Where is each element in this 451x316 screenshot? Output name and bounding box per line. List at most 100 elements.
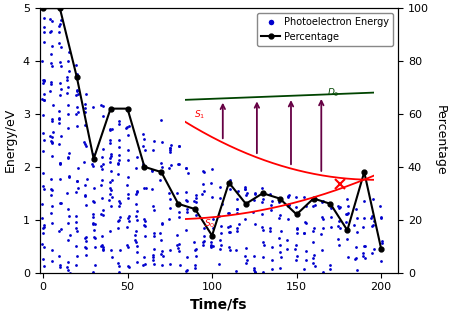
Point xyxy=(368,215,375,220)
Point xyxy=(217,243,225,248)
Point xyxy=(301,219,308,224)
Point xyxy=(83,235,90,240)
Point xyxy=(320,270,327,275)
Point xyxy=(378,239,386,244)
Point xyxy=(48,141,55,146)
Point xyxy=(360,216,367,221)
Point xyxy=(277,242,284,247)
Point xyxy=(183,199,190,204)
Point xyxy=(336,225,343,230)
Point xyxy=(193,254,200,259)
Point xyxy=(74,185,81,190)
Point xyxy=(176,262,183,267)
Point xyxy=(91,227,98,232)
Point xyxy=(210,216,217,221)
Point xyxy=(55,253,63,258)
Y-axis label: Percentage: Percentage xyxy=(434,105,447,176)
Point xyxy=(47,60,54,65)
Point xyxy=(89,221,97,226)
Point xyxy=(64,59,72,64)
Point xyxy=(345,203,352,208)
Point xyxy=(57,201,64,206)
Point xyxy=(368,213,375,218)
Point xyxy=(83,239,90,244)
Point xyxy=(90,151,97,156)
Point xyxy=(234,207,241,212)
Point xyxy=(106,192,113,197)
Point xyxy=(116,201,124,206)
Point xyxy=(175,144,182,149)
Point xyxy=(64,190,71,195)
Point xyxy=(40,256,47,261)
Point xyxy=(309,239,316,244)
Point xyxy=(343,220,350,225)
Point xyxy=(226,178,234,183)
Point xyxy=(233,269,240,274)
Point xyxy=(258,186,266,191)
Point xyxy=(377,245,384,250)
Point xyxy=(244,190,251,195)
Point xyxy=(218,231,225,236)
Point xyxy=(167,162,174,167)
Point xyxy=(72,112,79,117)
Point xyxy=(56,264,64,269)
Point xyxy=(235,189,242,194)
Point xyxy=(106,159,114,164)
Point xyxy=(57,134,64,139)
Point xyxy=(39,170,46,175)
Point xyxy=(166,206,173,211)
Point xyxy=(40,97,47,102)
Point xyxy=(267,207,275,212)
Point xyxy=(216,185,224,190)
Point xyxy=(201,239,208,244)
Point xyxy=(47,138,55,143)
Point xyxy=(166,191,173,196)
Point xyxy=(158,164,165,169)
Point xyxy=(116,118,123,123)
Point xyxy=(199,182,207,187)
Point xyxy=(149,147,156,152)
Point xyxy=(72,263,79,268)
Point xyxy=(49,139,56,144)
Point xyxy=(277,255,284,260)
Point xyxy=(193,192,200,197)
Point xyxy=(158,139,165,144)
Point xyxy=(300,230,308,235)
Point xyxy=(200,234,207,239)
Point xyxy=(114,171,121,176)
Point xyxy=(90,222,97,227)
Point xyxy=(336,218,343,223)
Point xyxy=(74,110,81,115)
Point xyxy=(302,258,309,263)
Point xyxy=(327,267,334,272)
Point xyxy=(65,155,72,161)
Point xyxy=(351,223,358,228)
Point xyxy=(81,192,88,198)
Point xyxy=(226,186,234,191)
Point xyxy=(242,246,249,251)
Point xyxy=(116,145,123,150)
Point xyxy=(73,189,80,194)
Point xyxy=(267,229,274,234)
Point xyxy=(48,134,55,139)
Point xyxy=(125,124,132,129)
Point xyxy=(40,138,47,143)
Point xyxy=(90,235,97,240)
Point xyxy=(359,224,367,229)
Point xyxy=(106,138,113,143)
Point xyxy=(259,211,266,216)
Point xyxy=(159,249,166,254)
Point xyxy=(284,203,291,208)
Point xyxy=(139,161,147,167)
Point xyxy=(115,153,123,158)
Point xyxy=(166,166,173,171)
Point xyxy=(174,245,181,250)
Point xyxy=(48,116,55,121)
Point xyxy=(132,214,139,219)
Point xyxy=(73,219,80,224)
Point xyxy=(124,244,132,249)
Point xyxy=(173,233,180,238)
Point xyxy=(235,221,242,226)
Point xyxy=(47,192,54,197)
Point xyxy=(318,200,326,205)
